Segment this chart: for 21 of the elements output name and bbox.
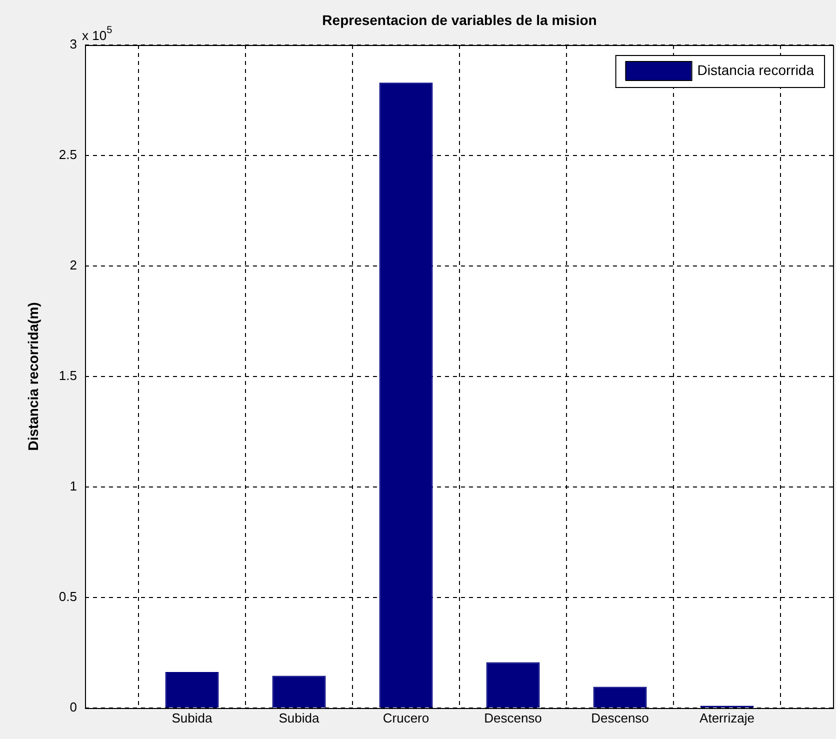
y-tick-label: 0 (70, 700, 77, 715)
chart-title: Representacion de variables de la mision (322, 12, 597, 28)
y-tick-label: 3 (70, 36, 77, 52)
bar (379, 82, 433, 708)
bar (165, 672, 219, 708)
y-tick-label: 2.5 (58, 147, 77, 162)
x-tick-label: Subida (172, 710, 214, 726)
bar (486, 662, 540, 708)
y-tick-label: 1.5 (58, 368, 77, 384)
x-tick-label: Descenso (484, 710, 542, 726)
legend-label: Distancia recorrida (697, 62, 814, 78)
y-tick-label: 0.5 (58, 589, 77, 604)
y-tick-label: 1 (70, 478, 77, 494)
x-tick-label: Descenso (591, 710, 649, 726)
x-tick-label: Crucero (382, 710, 430, 726)
y-axis-title: Distancia recorrida(m) (25, 302, 41, 451)
bar (593, 686, 647, 708)
x-tick-label: Aterrizaje (700, 710, 754, 726)
y-tick-label: 2 (70, 258, 77, 273)
x-tick-label: Subida (278, 710, 320, 726)
bar (272, 676, 326, 708)
